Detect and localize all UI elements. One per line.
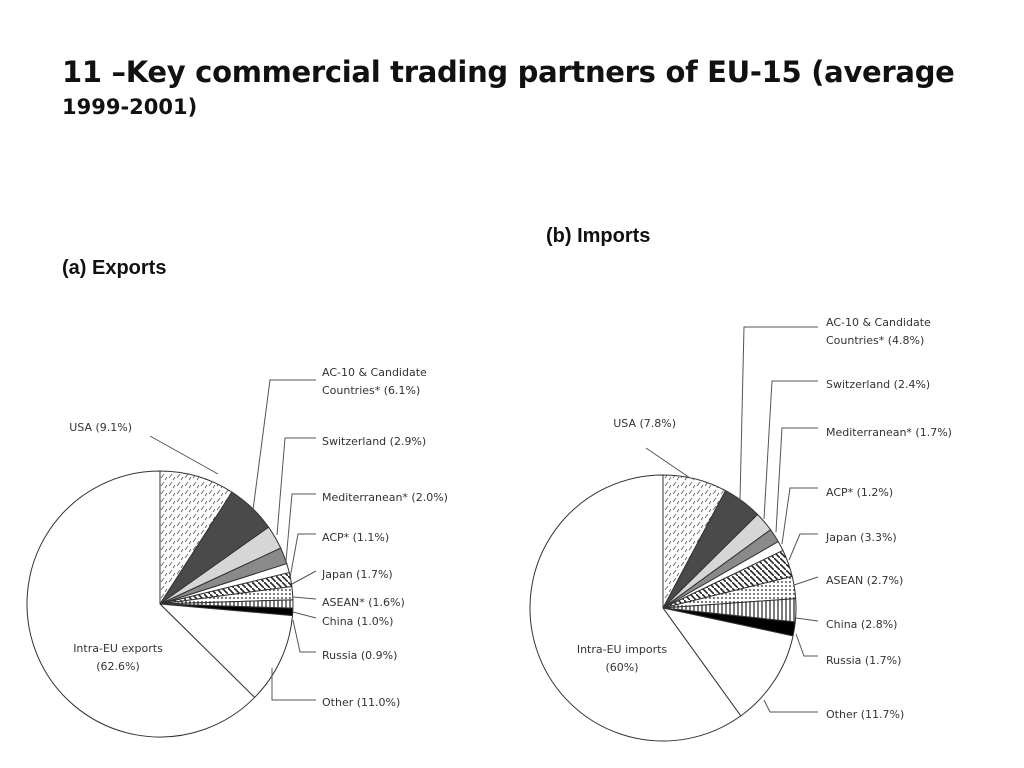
imports-label-usa: USA (7.8%): [613, 417, 676, 430]
imports-leader-usa: [645, 447, 691, 479]
imports-center-label-line-2: (60%): [605, 661, 638, 674]
exports-label-china: China (1.0%): [322, 615, 393, 628]
imports-leader-russia: [795, 633, 818, 657]
imports-panel-title: (b) Imports: [546, 225, 651, 247]
imports-label-acp: ACP* (1.2%): [826, 486, 893, 499]
imports-leader-other: [763, 699, 818, 713]
exports-slice-intra-eu-exports: [26, 470, 256, 738]
imports-leader-switzerland: [763, 380, 818, 520]
imports-slice-intra-eu-imports: [529, 474, 742, 742]
exports-label-ac-10-candidate-countries-line-2: Countries* (6.1%): [322, 384, 420, 397]
imports-leader-china: [795, 617, 819, 622]
imports-leader-japan: [788, 533, 818, 561]
exports-leader-asean: [292, 596, 317, 600]
imports-label-russia: Russia (1.7%): [826, 654, 901, 667]
exports-label-acp: ACP* (1.1%): [322, 531, 389, 544]
imports-label-ac-10-candidate-countries-line-2: Countries* (4.8%): [826, 334, 924, 347]
imports-label-ac-10-candidate-countries-line-1: AC-10 & Candidate: [826, 316, 931, 329]
imports-center-label-line-1: Intra-EU imports: [577, 643, 668, 656]
exports-leader-switzerland: [276, 437, 316, 536]
exports-label-ac-10-candidate-countries-line-1: AC-10 & Candidate: [322, 366, 427, 379]
exports-label-asean: ASEAN* (1.6%): [322, 596, 405, 609]
exports-panel-title: (a) Exports: [62, 257, 167, 279]
imports-leader-asean: [793, 576, 819, 586]
imports-leader-ac-10-candidate-countries: [739, 326, 818, 501]
exports-center-label-line-1: Intra-EU exports: [73, 642, 163, 655]
imports-label-japan: Japan (3.3%): [825, 531, 897, 544]
imports-leader-mediterranean: [775, 427, 818, 533]
slide-title-line-2: 1999-2001): [62, 95, 198, 119]
exports-label-switzerland: Switzerland (2.9%): [322, 435, 426, 448]
exports-leader-other: [271, 668, 316, 701]
exports-center-label-line-2: (62.6%): [96, 660, 140, 673]
exports-leader-usa: [149, 435, 219, 475]
exports-leader-acp: [289, 533, 316, 579]
slide-title: 11 –Key commercial trading partners of E…: [62, 52, 1002, 122]
imports-label-mediterranean: Mediterranean* (1.7%): [826, 426, 952, 439]
imports-leader-acp: [781, 487, 818, 545]
exports-label-mediterranean: Mediterranean* (2.0%): [322, 491, 448, 504]
exports-label-other: Other (11.0%): [322, 696, 400, 709]
exports-leader-russia: [292, 619, 316, 653]
exports-leader-ac-10-candidate-countries: [252, 379, 316, 511]
exports-slice-other: [158, 603, 294, 699]
exports-leader-china: [292, 611, 317, 619]
imports-label-asean: ASEAN (2.7%): [826, 574, 903, 587]
imports-slice-other: [661, 607, 794, 717]
imports-label-other: Other (11.7%): [826, 708, 904, 721]
exports-label-usa: USA (9.1%): [69, 421, 132, 434]
imports-pie: USA (7.8%) AC-10 & Candidate Countries* (4…: [529, 316, 952, 742]
exports-leader-japan: [291, 570, 317, 585]
imports-label-china: China (2.8%): [826, 618, 897, 631]
exports-label-russia: Russia (0.9%): [322, 649, 397, 662]
slide-title-line-1: 11 –Key commercial trading partners of E…: [62, 55, 955, 89]
exports-leader-mediterranean: [285, 493, 316, 562]
exports-pie: USA (9.1%) AC-10 & Candidate Countries* (6…: [26, 366, 448, 738]
exports-label-japan: Japan (1.7%): [321, 568, 393, 581]
imports-label-switzerland: Switzerland (2.4%): [826, 378, 930, 391]
